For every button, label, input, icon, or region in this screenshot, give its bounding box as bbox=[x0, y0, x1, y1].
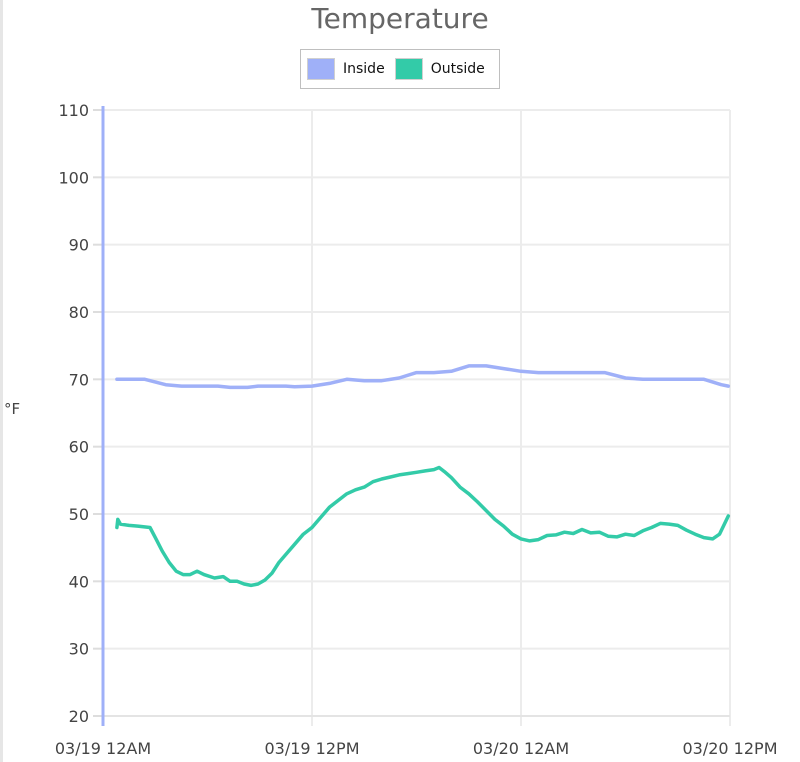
x-tick-label: 03/20 12AM bbox=[473, 739, 569, 758]
legend: Inside Outside bbox=[300, 49, 500, 89]
y-ticks: 20 30 40 50 60 70 80 90 100 110 bbox=[58, 101, 89, 726]
chart-title: Temperature bbox=[311, 2, 489, 35]
x-tick-label: 03/20 12PM bbox=[682, 739, 777, 758]
legend-item-outside[interactable]: Outside bbox=[394, 58, 485, 80]
left-border bbox=[0, 0, 3, 762]
legend-label-inside: Inside bbox=[343, 61, 385, 77]
legend-label-outside: Outside bbox=[430, 61, 485, 77]
x-ticks: 03/19 12AM 03/19 12PM 03/20 12AM 03/20 12PM bbox=[55, 739, 778, 758]
y-tick-label: 90 bbox=[69, 236, 89, 255]
y-axis-label: °F bbox=[4, 400, 21, 418]
y-tick-label: 60 bbox=[69, 438, 89, 457]
legend-swatch-inside bbox=[307, 58, 335, 80]
x-tick-label: 03/19 12AM bbox=[55, 739, 151, 758]
series-lines bbox=[115, 364, 731, 588]
y-tick-label: 40 bbox=[69, 572, 89, 591]
legend-swatch-outside bbox=[394, 58, 423, 80]
series-line-inside bbox=[115, 364, 731, 390]
y-tick-label: 50 bbox=[69, 505, 89, 524]
x-tick-label: 03/19 12PM bbox=[264, 739, 359, 758]
y-tick-label: 110 bbox=[58, 101, 89, 120]
grid bbox=[93, 106, 731, 726]
y-tick-label: 100 bbox=[58, 168, 89, 187]
legend-item-inside[interactable]: Inside bbox=[307, 58, 385, 80]
series-line-outside bbox=[115, 465, 731, 588]
y-tick-label: 70 bbox=[69, 370, 89, 389]
y-tick-label: 30 bbox=[69, 640, 89, 659]
y-tick-label: 20 bbox=[69, 707, 89, 726]
y-tick-label: 80 bbox=[69, 303, 89, 322]
